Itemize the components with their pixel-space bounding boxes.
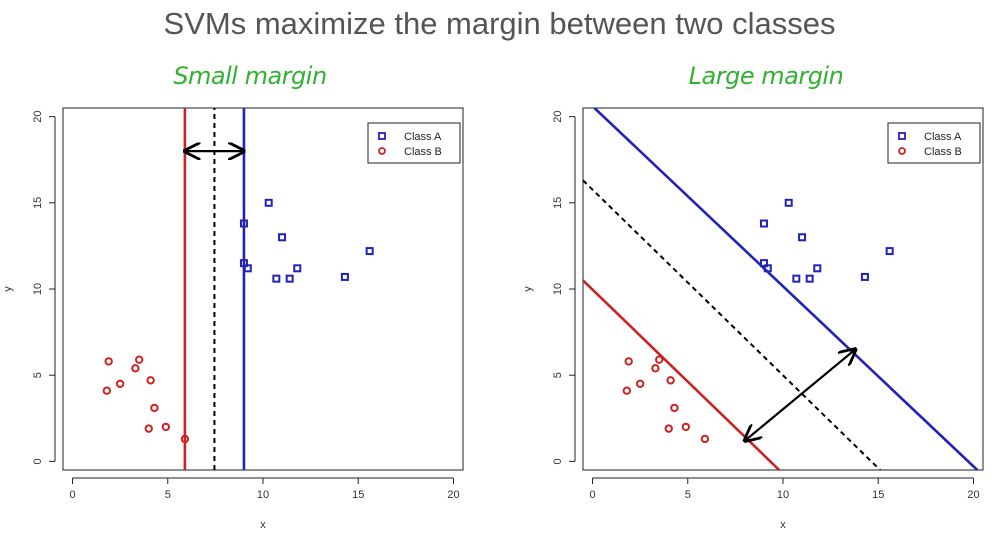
legend-box (887, 122, 981, 164)
x-axis-label: x (260, 519, 266, 531)
legend-label: Class A (404, 131, 442, 143)
y-tick-label: 15 (32, 197, 44, 209)
legend-label: Class B (924, 146, 962, 158)
legend: Class A Class B (367, 122, 461, 164)
legend-label: Class B (404, 146, 442, 158)
class-b-point (622, 386, 632, 395)
class-a-point (264, 198, 273, 207)
class-a-point (805, 274, 814, 283)
x-tick-label: 15 (352, 489, 364, 501)
class-a-point (759, 219, 768, 228)
class-b-point (666, 376, 675, 385)
class-b-point (681, 422, 691, 432)
y-axis-label: y (522, 286, 534, 292)
margin-arrow (745, 349, 855, 440)
class-a-point (885, 247, 894, 256)
x-tick-label: 10 (777, 489, 789, 501)
small-margin-plot: 0 5 10 15 20 0 5 10 15 20 x y Class A Class B (2, 107, 464, 531)
y-tick-label: 15 (552, 197, 564, 209)
legend-box (367, 122, 461, 164)
class-a-point (239, 219, 248, 228)
class-b-point (654, 355, 664, 364)
class-b-point (115, 379, 125, 389)
class-b-point (150, 403, 159, 413)
class-b-point (134, 355, 144, 364)
x-tick-label: 5 (685, 489, 691, 501)
y-tick-label: 0 (32, 458, 44, 464)
large-margin-plot: 0 5 10 15 20 0 5 10 15 20 x y Class A Class B (522, 107, 984, 531)
legend-circle-icon (898, 147, 906, 155)
class-a-point (784, 198, 793, 207)
boundary-lines (183, 108, 246, 470)
class-b-point (161, 422, 171, 432)
x-axis-label: x (780, 519, 786, 531)
class-b-point (104, 357, 113, 366)
x-tick-label: 5 (165, 489, 171, 501)
y-tick-label: 10 (32, 283, 44, 295)
y-tick-label: 20 (32, 110, 44, 122)
class-a-point (293, 264, 302, 273)
class-b-point (180, 434, 190, 444)
legend-label: Class A (924, 131, 962, 143)
legend: Class A Class B (887, 122, 981, 164)
class-a-point (272, 274, 281, 283)
x-tick-label: 20 (447, 489, 459, 501)
class-a-point (860, 272, 869, 281)
class-a-support-line (593, 108, 979, 470)
x-tick-label: 0 (589, 489, 595, 501)
class-b-point (146, 376, 155, 385)
class-b-point (624, 357, 633, 366)
class-a-point (813, 264, 822, 273)
y-tick-label: 10 (552, 283, 564, 295)
class-a-point (285, 274, 294, 283)
plot-frame (582, 107, 984, 471)
y-tick-label: 5 (552, 372, 564, 378)
class-a-point (763, 264, 772, 273)
class-b-point (131, 364, 140, 373)
y-tick-label: 20 (552, 110, 564, 122)
class-b-point (700, 434, 710, 444)
class-b-point (635, 379, 645, 389)
class-a-point (243, 264, 252, 273)
legend-square-icon (898, 132, 906, 140)
y-tick-label: 5 (32, 372, 44, 378)
class-a-point (340, 272, 349, 281)
class-b-point (651, 364, 660, 373)
class-b-point (664, 424, 673, 433)
y-axis-label: y (2, 286, 14, 292)
class-a-point (365, 247, 374, 256)
x-tick-label: 0 (69, 489, 75, 501)
x-tick-label: 10 (257, 489, 269, 501)
legend-circle-icon (378, 147, 386, 155)
class-a-point (792, 274, 801, 283)
small-margin-subtitle: Small margin (173, 62, 327, 90)
class-b-point (102, 386, 112, 395)
page-title: SVMs maximize the margin between two cla… (163, 6, 836, 41)
class-b-point (670, 403, 679, 413)
class-b-point (144, 424, 153, 433)
large-margin-subtitle: Large margin (688, 62, 844, 90)
plot-frame (62, 107, 464, 471)
class-a-point (278, 233, 287, 242)
class-a-point (798, 233, 807, 242)
class-b-support-line (583, 279, 781, 470)
y-tick-label: 0 (552, 458, 564, 464)
x-tick-label: 15 (872, 489, 884, 501)
x-tick-label: 20 (967, 489, 979, 501)
legend-square-icon (378, 132, 386, 140)
